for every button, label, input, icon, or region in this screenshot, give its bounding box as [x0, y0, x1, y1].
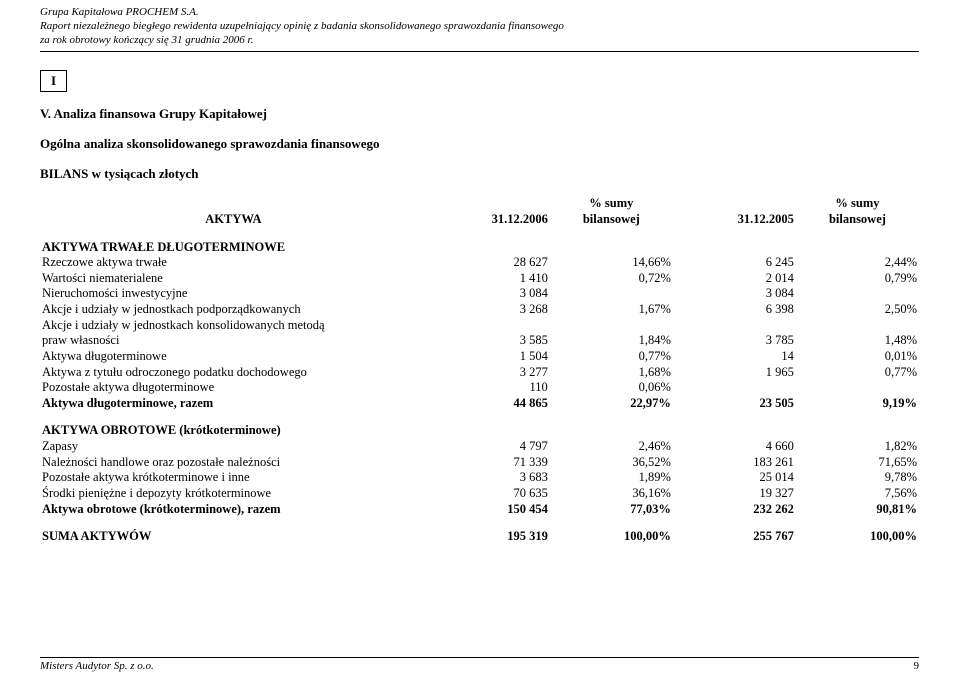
data-row: Środki pieniężne i depozyty krótkotermin…: [40, 486, 919, 502]
group-heading: AKTYWA OBROTOWE (krótkoterminowe): [40, 423, 919, 439]
data-row: Rzeczowe aktywa trwałe28 62714,66%6 2452…: [40, 255, 919, 271]
data-row: Akcje i udziały w jednostkach podporządk…: [40, 302, 919, 318]
header-line-3: za rok obrotowy kończący się 31 grudnia …: [40, 34, 919, 48]
data-row: praw własności3 5851,84%3 7851,48%: [40, 333, 919, 349]
data-row: Pozostałe aktywa długoterminowe1100,06%: [40, 380, 919, 396]
footer-page-number: 9: [914, 660, 920, 672]
data-row: Wartości niematerialene1 4100,72%2 0140,…: [40, 271, 919, 287]
group-total: Aktywa obrotowe (krótkoterminowe), razem…: [40, 502, 919, 518]
grand-total: SUMA AKTYWÓW195 319100,00%255 767100,00%: [40, 529, 919, 545]
group-heading: AKTYWA TRWAŁE DŁUGOTERMINOWE: [40, 240, 919, 256]
data-row: Zapasy4 7972,46%4 6601,82%: [40, 439, 919, 455]
section-marker: I: [40, 70, 67, 92]
header-line-1: Grupa Kapitałowa PROCHEM S.A.: [40, 6, 919, 20]
page-container: Grupa Kapitałowa PROCHEM S.A. Raport nie…: [0, 0, 959, 678]
header-line-2: Raport niezależnego biegłego rewidenta u…: [40, 20, 919, 34]
data-row: Aktywa z tytułu odroczonego podatku doch…: [40, 365, 919, 381]
data-row: Akcje i udziały w jednostkach konsolidow…: [40, 318, 919, 334]
page-footer: Misters Audytor Sp. z o.o. 9: [40, 657, 919, 672]
data-row: Nieruchomości inwestycyjne3 0843 084: [40, 286, 919, 302]
footer-left: Misters Audytor Sp. z o.o.: [40, 660, 154, 672]
data-row: Pozostałe aktywa krótkoterminowe i inne3…: [40, 470, 919, 486]
group-total: Aktywa długoterminowe, razem44 86522,97%…: [40, 396, 919, 412]
data-row: Aktywa długoterminowe1 5040,77%140,01%: [40, 349, 919, 365]
bilans-title: BILANS w tysiącach złotych: [40, 166, 919, 182]
section-title: V. Analiza finansowa Grupy Kapitałowej: [40, 106, 919, 122]
column-header-row: AKTYWA31.12.2006% sumybilansowej31.12.20…: [40, 196, 919, 227]
balance-table: AKTYWA31.12.2006% sumybilansowej31.12.20…: [40, 196, 919, 545]
data-row: Należności handlowe oraz pozostałe należ…: [40, 455, 919, 471]
running-header: Grupa Kapitałowa PROCHEM S.A. Raport nie…: [40, 6, 919, 52]
subheading: Ogólna analiza skonsolidowanego sprawozd…: [40, 136, 919, 152]
